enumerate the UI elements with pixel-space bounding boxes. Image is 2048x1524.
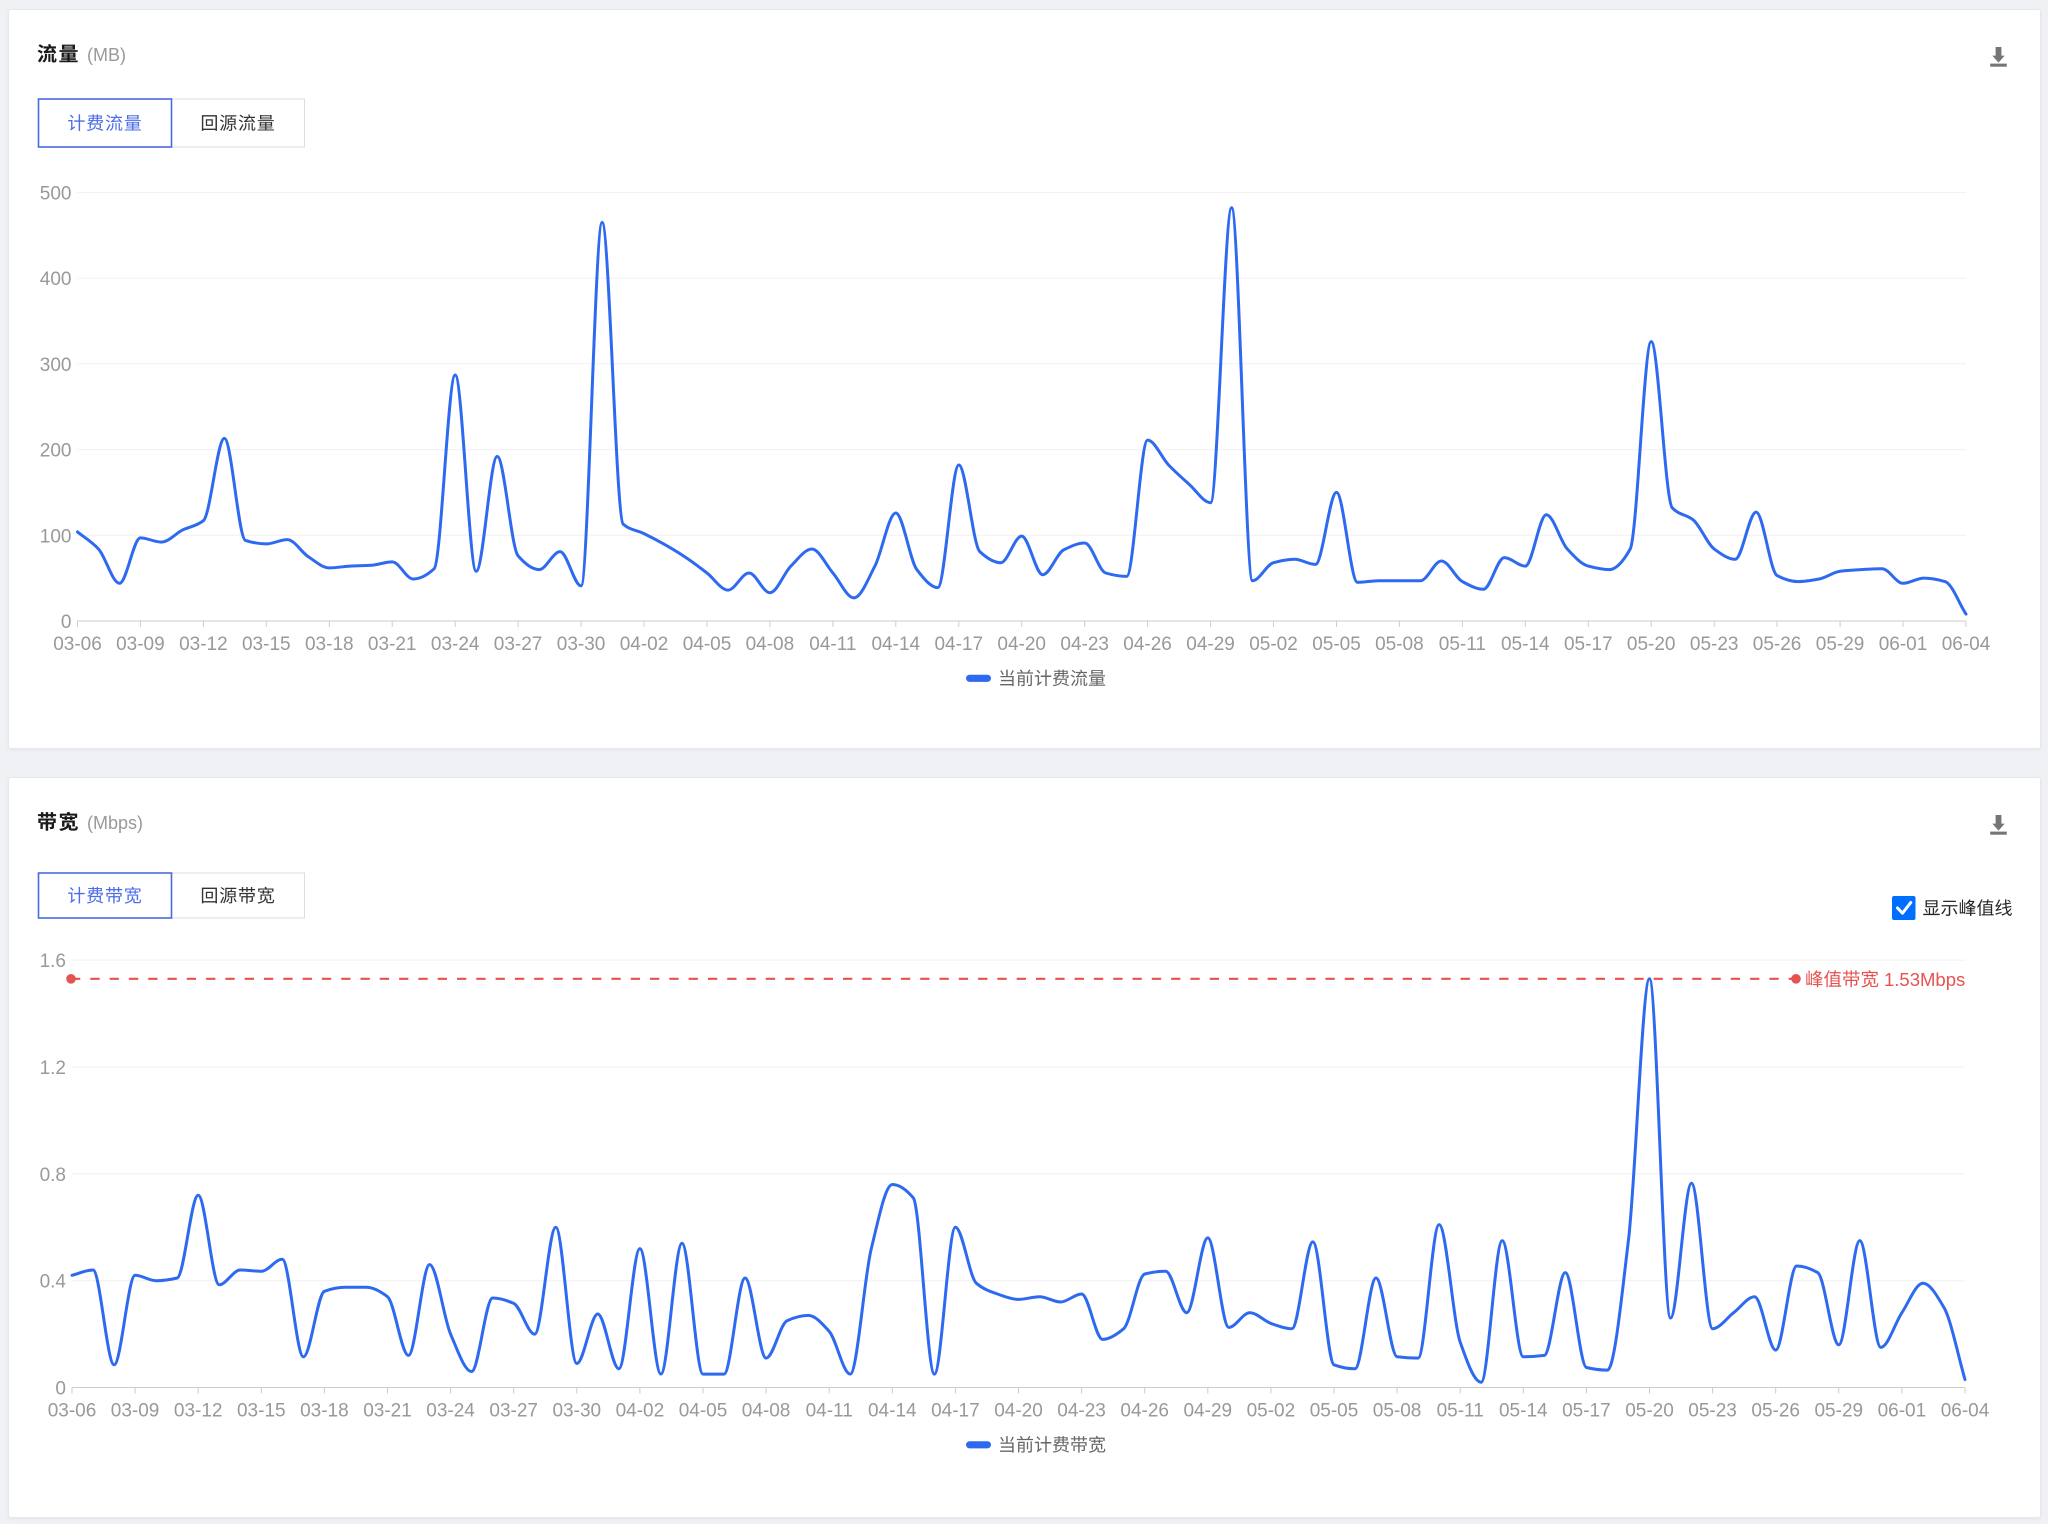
svg-text:05-17: 05-17 (1564, 634, 1613, 655)
svg-text:06-01: 06-01 (1878, 1401, 1927, 1422)
svg-text:1.53Mbps: 1.53Mbps (1884, 969, 1965, 990)
svg-text:04-08: 04-08 (742, 1401, 791, 1422)
svg-text:05-14: 05-14 (1501, 634, 1550, 655)
svg-text:03-18: 03-18 (300, 1401, 349, 1422)
svg-text:04-23: 04-23 (1060, 634, 1109, 655)
svg-text:05-26: 05-26 (1751, 1401, 1800, 1422)
svg-text:04-29: 04-29 (1186, 634, 1235, 655)
svg-text:(MB): (MB) (87, 45, 126, 65)
svg-text:03-15: 03-15 (242, 634, 291, 655)
svg-text:06-04: 06-04 (1942, 634, 1991, 655)
svg-text:04-11: 04-11 (806, 1401, 853, 1422)
svg-text:04-17: 04-17 (934, 634, 983, 655)
svg-text:05-05: 05-05 (1312, 634, 1361, 655)
svg-text:04-05: 04-05 (683, 634, 732, 655)
svg-text:05-23: 05-23 (1690, 634, 1739, 655)
svg-text:03-09: 03-09 (116, 634, 165, 655)
svg-text:03-24: 03-24 (426, 1401, 475, 1422)
svg-text:04-20: 04-20 (997, 634, 1046, 655)
svg-text:500: 500 (40, 183, 72, 204)
svg-text:03-27: 03-27 (489, 1401, 538, 1422)
svg-text:04-26: 04-26 (1123, 634, 1172, 655)
svg-text:03-21: 03-21 (363, 1401, 412, 1422)
svg-text:04-20: 04-20 (994, 1401, 1043, 1422)
svg-text:03-06: 03-06 (48, 1401, 97, 1422)
svg-text:0: 0 (55, 1379, 66, 1400)
svg-text:03-06: 03-06 (53, 634, 102, 655)
svg-text:05-20: 05-20 (1627, 634, 1676, 655)
svg-text:04-08: 04-08 (746, 634, 795, 655)
svg-text:05-20: 05-20 (1625, 1401, 1674, 1422)
svg-text:1.6: 1.6 (40, 951, 66, 972)
svg-text:05-11: 05-11 (1439, 634, 1486, 655)
svg-text:05-02: 05-02 (1249, 634, 1298, 655)
svg-text:05-14: 05-14 (1499, 1401, 1548, 1422)
svg-text:03-12: 03-12 (174, 1401, 223, 1422)
svg-text:100: 100 (40, 526, 72, 547)
svg-text:06-01: 06-01 (1879, 634, 1928, 655)
svg-text:05-02: 05-02 (1247, 1401, 1296, 1422)
svg-text:04-29: 04-29 (1183, 1401, 1232, 1422)
svg-text:05-23: 05-23 (1688, 1401, 1737, 1422)
svg-text:03-12: 03-12 (179, 634, 228, 655)
svg-text:04-14: 04-14 (871, 634, 920, 655)
svg-text:(Mbps): (Mbps) (87, 813, 143, 833)
svg-text:03-15: 03-15 (237, 1401, 286, 1422)
svg-text:03-30: 03-30 (552, 1401, 601, 1422)
svg-text:04-05: 04-05 (679, 1401, 728, 1422)
svg-text:05-29: 05-29 (1816, 634, 1865, 655)
svg-text:05-17: 05-17 (1562, 1401, 1611, 1422)
svg-text:300: 300 (40, 355, 72, 376)
svg-text:0.8: 0.8 (40, 1165, 66, 1186)
svg-text:03-18: 03-18 (305, 634, 354, 655)
svg-text:04-26: 04-26 (1120, 1401, 1169, 1422)
svg-text:400: 400 (40, 269, 72, 290)
svg-text:03-21: 03-21 (368, 634, 417, 655)
svg-text:04-17: 04-17 (931, 1401, 980, 1422)
svg-text:05-26: 05-26 (1753, 634, 1802, 655)
svg-text:05-29: 05-29 (1814, 1401, 1863, 1422)
svg-text:04-02: 04-02 (616, 1401, 665, 1422)
svg-text:03-24: 03-24 (431, 634, 480, 655)
svg-text:0.4: 0.4 (40, 1272, 67, 1293)
svg-text:200: 200 (40, 441, 72, 462)
svg-text:1.2: 1.2 (40, 1058, 66, 1079)
svg-text:04-23: 04-23 (1057, 1401, 1106, 1422)
svg-text:0: 0 (61, 612, 72, 633)
svg-text:05-08: 05-08 (1375, 634, 1424, 655)
svg-text:04-02: 04-02 (620, 634, 669, 655)
svg-text:03-30: 03-30 (557, 634, 606, 655)
svg-text:06-04: 06-04 (1941, 1401, 1990, 1422)
svg-text:04-14: 04-14 (868, 1401, 917, 1422)
svg-text:03-09: 03-09 (111, 1401, 160, 1422)
svg-text:05-05: 05-05 (1310, 1401, 1359, 1422)
svg-text:04-11: 04-11 (809, 634, 856, 655)
svg-text:03-27: 03-27 (494, 634, 543, 655)
svg-text:05-08: 05-08 (1373, 1401, 1422, 1422)
svg-text:05-11: 05-11 (1437, 1401, 1484, 1422)
